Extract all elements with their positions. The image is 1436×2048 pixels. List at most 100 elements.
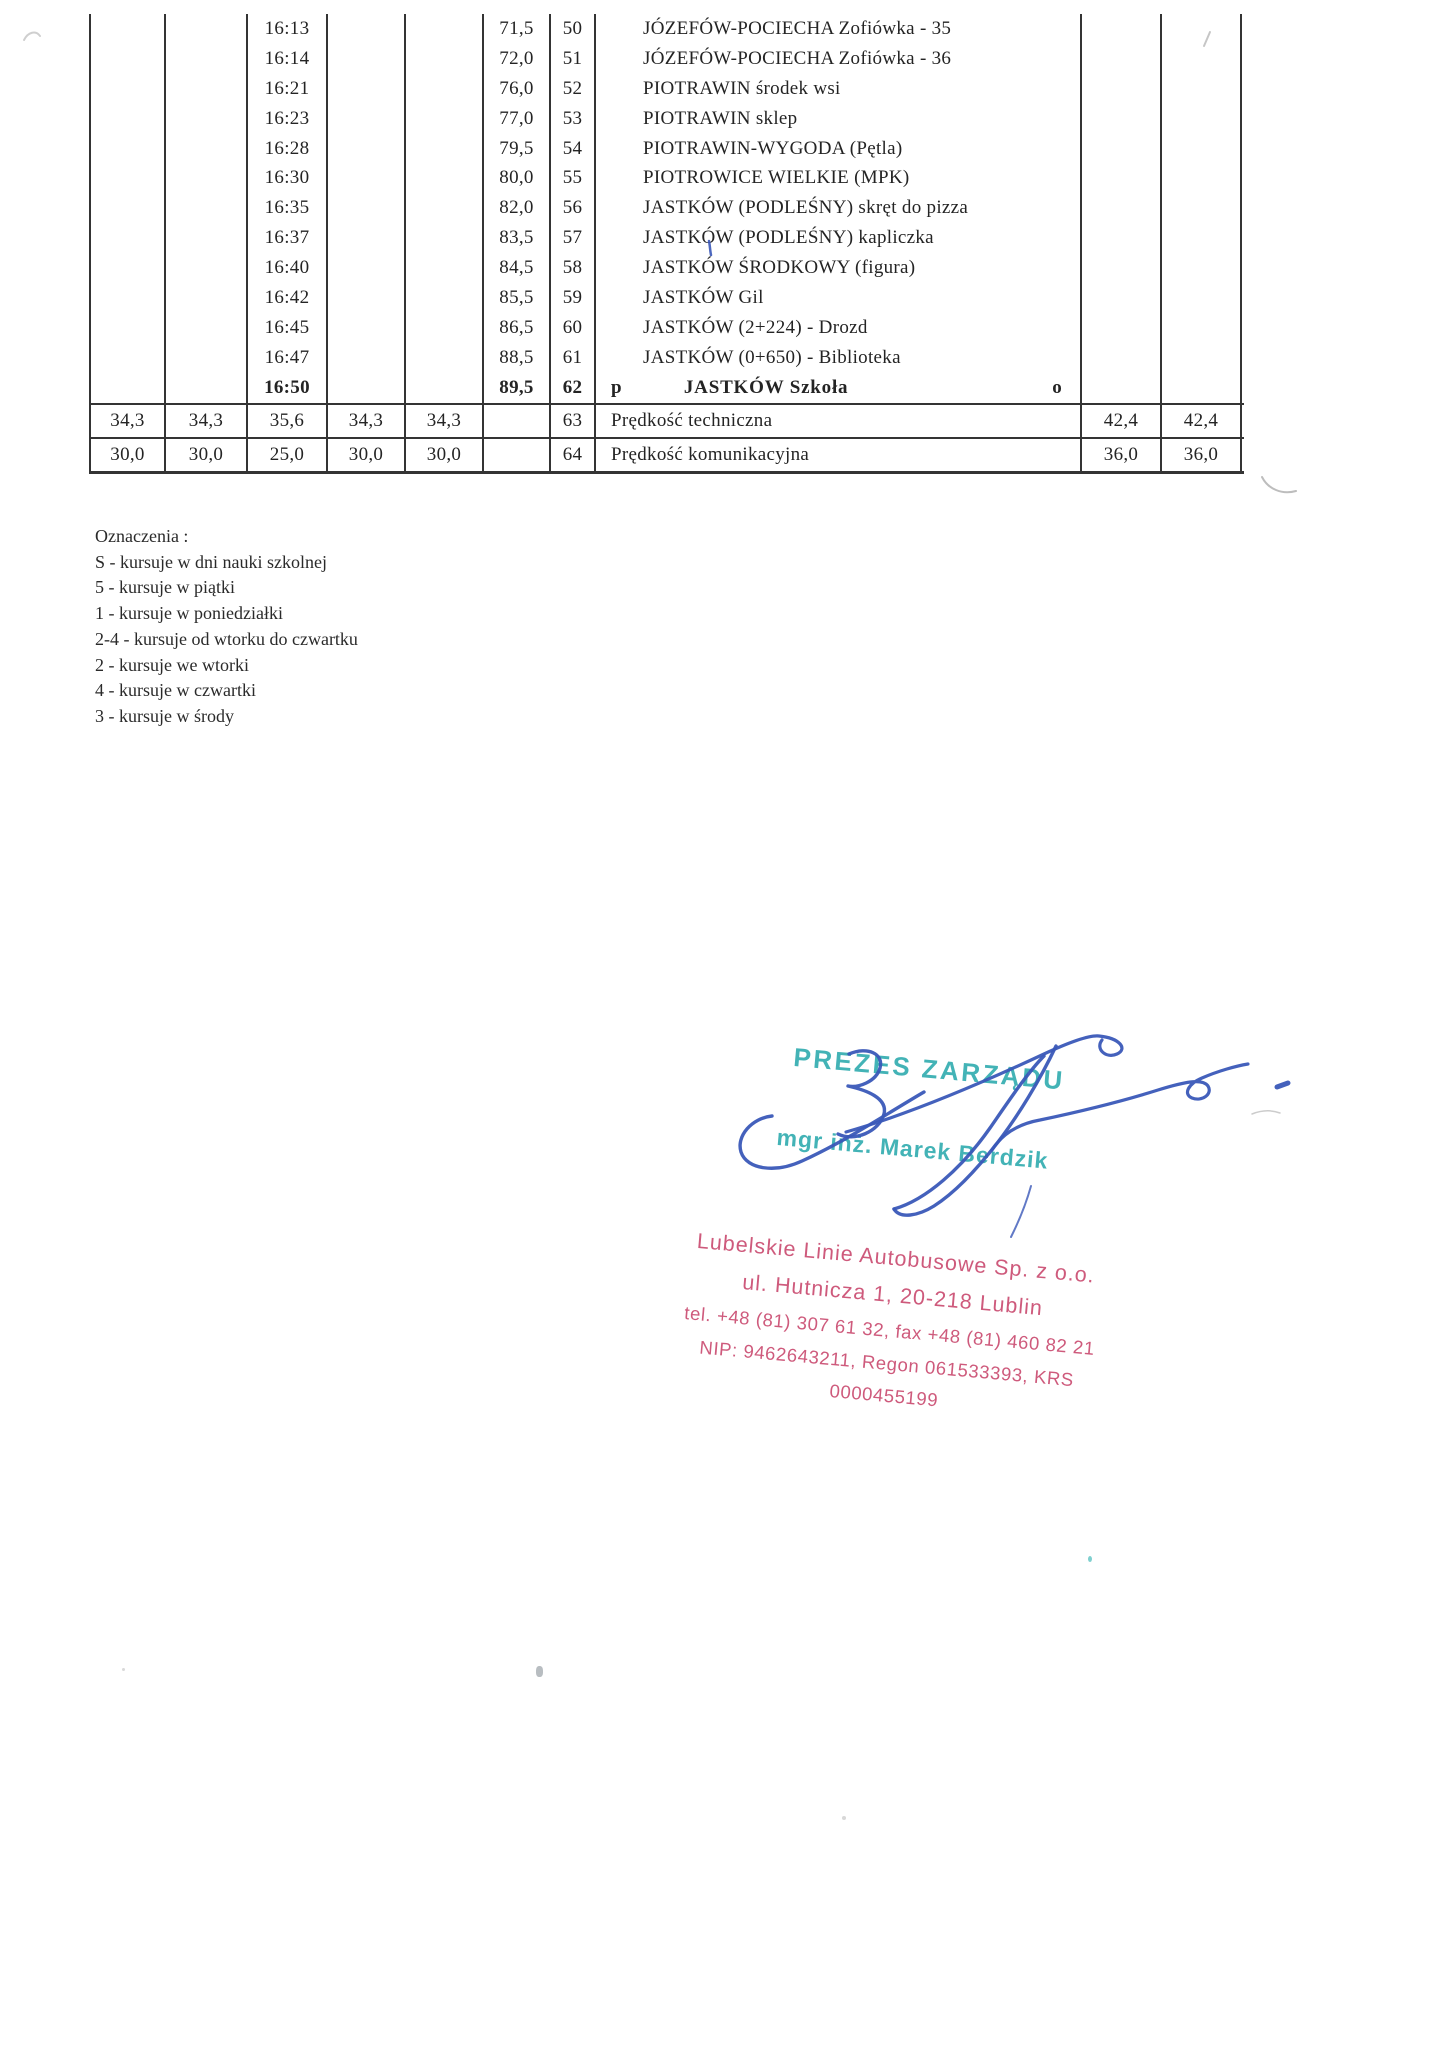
table-row: 16:21 76,0 52 PIOTRAWIN środek wsi — [89, 73, 1244, 104]
empty-cell — [166, 342, 248, 373]
legend: Oznaczenia : S - kursuje w dni nauki szk… — [95, 524, 358, 730]
table-row: 16:13 71,5 50 JÓZEFÓW-POCIECHA Zofiówka - 3… — [89, 14, 1244, 44]
time-cell: 16:40 — [248, 253, 328, 284]
stop-name-cell: PIOTRAWIN sklep — [596, 103, 1082, 134]
empty-cell — [1082, 193, 1162, 224]
table-row: 16:28 79,5 54 PIOTRAWIN-WYGODA (Pętla) — [89, 133, 1244, 164]
empty-cell — [328, 73, 406, 104]
empty-cell — [166, 73, 248, 104]
empty-cell — [166, 163, 248, 194]
stop-name-cell: p JASTKÓW Szkoła o — [596, 372, 1082, 403]
stop-name-cell: JASTKÓW (PODLEŚNY) skręt do pizza — [596, 193, 1082, 224]
stop-number-cell: 54 — [551, 133, 596, 164]
empty-cell — [166, 14, 248, 44]
empty-cell — [1082, 43, 1162, 74]
empty-cell — [406, 193, 484, 224]
company-stamp: Lubelskie Linie Autobusowe Sp. z o.o. ul… — [648, 1220, 1131, 1432]
empty-cell — [166, 253, 248, 284]
speed-value-cell: 36,0 — [1082, 438, 1162, 471]
legend-item: S - kursuje w dni nauki szkolnej — [95, 551, 327, 572]
stop-name-cell: JASTKÓW Gil — [596, 283, 1082, 314]
speed-value-cell: 25,0 — [248, 438, 328, 471]
km-cell: 80,0 — [484, 163, 551, 194]
role-stamp-name: mgr inż. Marek Berdzik — [775, 1124, 1050, 1174]
stop-flag-prefix: p — [611, 376, 622, 398]
empty-cell — [328, 253, 406, 284]
empty-cell — [166, 283, 248, 314]
empty-cell — [328, 313, 406, 343]
role-stamp-title: PREZES ZARZĄDU — [792, 1042, 1066, 1096]
speed-value-cell: 34,3 — [166, 404, 248, 437]
time-cell: 16:13 — [248, 14, 328, 44]
km-cell: 71,5 — [484, 14, 551, 44]
stop-number-cell: 62 — [551, 372, 596, 403]
empty-cell — [328, 342, 406, 373]
empty-cell — [1082, 163, 1162, 194]
empty-cell — [406, 43, 484, 74]
empty-cell — [328, 43, 406, 74]
empty-cell — [328, 372, 406, 403]
empty-cell — [1082, 313, 1162, 343]
row-number-cell: 63 — [551, 404, 596, 437]
scan-speck — [536, 1666, 543, 1677]
stop-name: JASTKÓW Szkoła — [683, 376, 849, 398]
empty-cell — [328, 14, 406, 44]
km-cell: 77,0 — [484, 103, 551, 134]
empty-cell — [1082, 73, 1162, 104]
empty-cell — [89, 342, 166, 373]
stop-name-cell: JASTKÓW ŚRODKOWY (figura) — [596, 253, 1082, 284]
table-row: 16:50 89,5 62 p JASTKÓW Szkoła o — [89, 372, 1244, 403]
empty-cell — [406, 133, 484, 164]
timetable-speed-block: 34,3 34,3 35,6 34,3 34,3 63 Prędkość techniczn… — [89, 402, 1244, 474]
empty-cell — [1162, 133, 1242, 164]
km-cell: 86,5 — [484, 313, 551, 343]
legend-item: 4 - kursuje w czwartki — [95, 680, 256, 701]
empty-cell — [1082, 133, 1162, 164]
time-cell: 16:28 — [248, 133, 328, 164]
empty-cell — [166, 223, 248, 254]
speed-value-cell: 34,3 — [406, 404, 484, 437]
empty-cell — [406, 73, 484, 104]
empty-cell — [406, 103, 484, 134]
empty-cell — [89, 133, 166, 164]
speed-value-cell: 42,4 — [1082, 404, 1162, 437]
empty-cell — [89, 253, 166, 284]
empty-cell — [89, 43, 166, 74]
km-cell: 76,0 — [484, 73, 551, 104]
legend-item: 2 - kursuje we wtorki — [95, 654, 249, 675]
empty-cell — [328, 193, 406, 224]
km-cell: 88,5 — [484, 342, 551, 373]
stop-name-cell: PIOTRAWIN-WYGODA (Pętla) — [596, 133, 1082, 164]
legend-item: 3 - kursuje w środy — [95, 705, 234, 726]
timetable: 16:13 71,5 50 JÓZEFÓW-POCIECHA Zofiówka - 3… — [89, 14, 1244, 474]
table-row: 16:37 83,5 57 JASTKÓW (PODLEŚNY) kapliczka — [89, 223, 1244, 254]
table-row: 30,0 30,0 25,0 30,0 30,0 64 Prędkość komunikac… — [89, 436, 1244, 471]
time-cell: 16:47 — [248, 342, 328, 373]
km-cell: 85,5 — [484, 283, 551, 314]
table-row: 16:35 82,0 56 JASTKÓW (PODLEŚNY) skręt do p… — [89, 193, 1244, 224]
stop-number-cell: 51 — [551, 43, 596, 74]
empty-cell — [406, 283, 484, 314]
stop-number-cell: 50 — [551, 14, 596, 44]
empty-cell — [1162, 103, 1242, 134]
empty-cell — [1082, 253, 1162, 284]
empty-cell — [1082, 14, 1162, 44]
empty-cell — [1162, 342, 1242, 373]
time-cell: 16:35 — [248, 193, 328, 224]
empty-cell — [166, 193, 248, 224]
legend-item: 5 - kursuje w piątki — [95, 577, 235, 598]
stop-name-cell: JASTKÓW (0+650) - Biblioteka — [596, 342, 1082, 373]
stop-name-cell: JASTKÓW (2+224) - Drozd — [596, 313, 1082, 343]
stop-name-cell: JÓZEFÓW-POCIECHA Zofiówka - 35 — [596, 14, 1082, 44]
km-cell: 83,5 — [484, 223, 551, 254]
speed-value-cell: 35,6 — [248, 404, 328, 437]
legend-item: 1 - kursuje w poniedziałki — [95, 603, 283, 624]
speed-value-cell: 30,0 — [89, 438, 166, 471]
stop-number-cell: 60 — [551, 313, 596, 343]
stop-number-cell: 57 — [551, 223, 596, 254]
stop-name-cell: PIOTRAWIN środek wsi — [596, 73, 1082, 104]
empty-cell — [328, 283, 406, 314]
empty-cell — [1162, 283, 1242, 314]
speed-value-cell: 30,0 — [406, 438, 484, 471]
empty-cell — [89, 193, 166, 224]
